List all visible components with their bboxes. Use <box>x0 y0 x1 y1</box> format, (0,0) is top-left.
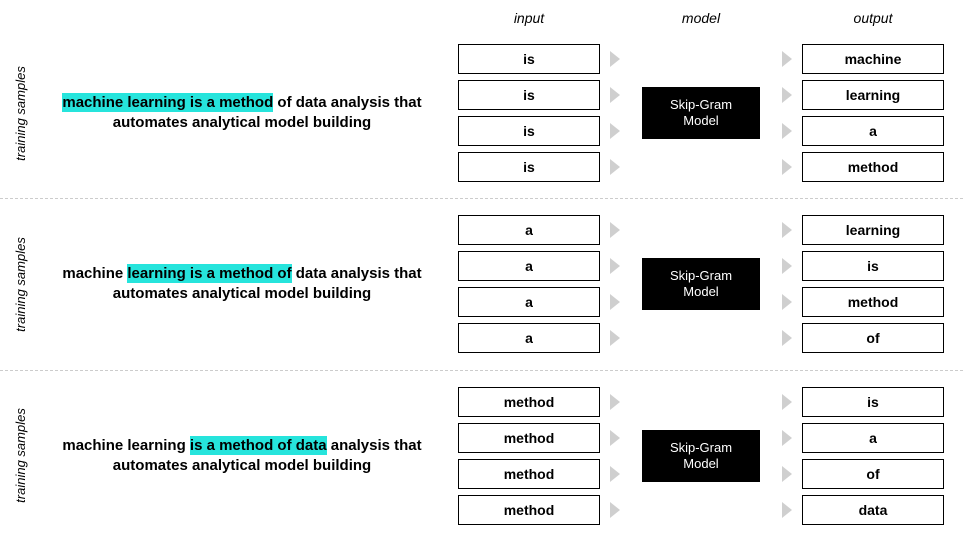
arrow-right-icon <box>780 423 794 453</box>
arrow-column <box>600 215 630 353</box>
arrow-right-icon <box>780 251 794 281</box>
input-word-box: method <box>458 423 600 453</box>
output-word-box: machine <box>802 44 944 74</box>
output-word-box: is <box>802 251 944 281</box>
training-sentence: machine learning is a method of data ana… <box>40 436 458 477</box>
arrow-right-icon <box>780 215 794 245</box>
model-box: Skip-GramModel <box>642 430 760 482</box>
model-box: Skip-GramModel <box>642 258 760 310</box>
arrow-column <box>772 44 802 182</box>
header-model: model <box>630 10 772 26</box>
arrow-right-icon <box>780 44 794 74</box>
output-word-box: data <box>802 495 944 525</box>
arrow-right-icon <box>780 80 794 110</box>
training-sentence: machine learning is a method of data ana… <box>40 93 458 134</box>
input-word-box: is <box>458 116 600 146</box>
training-section: training samplesmachine learning is a me… <box>0 371 963 541</box>
arrow-right-icon <box>780 495 794 525</box>
arrow-right-icon <box>608 215 622 245</box>
output-word-box: of <box>802 459 944 489</box>
input-word-box: method <box>458 459 600 489</box>
arrow-right-icon <box>608 116 622 146</box>
output-word-box: learning <box>802 80 944 110</box>
output-word-box: method <box>802 287 944 317</box>
arrow-right-icon <box>780 387 794 417</box>
output-column: is a of data <box>802 387 944 525</box>
output-word-box: of <box>802 323 944 353</box>
arrow-right-icon <box>608 459 622 489</box>
side-label-text: training samples <box>13 237 28 332</box>
input-word-box: is <box>458 80 600 110</box>
arrow-column <box>772 215 802 353</box>
input-word-box: method <box>458 387 600 417</box>
input-column: aaaa <box>458 215 600 353</box>
output-word-box: a <box>802 116 944 146</box>
column-headers: input model output <box>0 0 963 28</box>
arrow-right-icon <box>608 323 622 353</box>
input-word-box: is <box>458 152 600 182</box>
arrow-right-icon <box>608 152 622 182</box>
model-column: Skip-GramModel <box>630 430 772 482</box>
diagram-container: input model output training samplesmachi… <box>0 0 963 541</box>
input-word-box: a <box>458 287 600 317</box>
input-word-box: a <box>458 215 600 245</box>
header-input: input <box>458 10 600 26</box>
arrow-right-icon <box>608 44 622 74</box>
model-column: Skip-GramModel <box>630 258 772 310</box>
side-label-text: training samples <box>13 408 28 503</box>
input-column: is is is is <box>458 44 600 182</box>
arrow-right-icon <box>780 116 794 146</box>
arrow-column <box>772 387 802 525</box>
output-column: learning is method of <box>802 215 944 353</box>
arrow-right-icon <box>608 495 622 525</box>
header-output: output <box>802 10 944 26</box>
model-column: Skip-GramModel <box>630 87 772 139</box>
arrow-column <box>600 387 630 525</box>
training-sentence: machine learning is a method of data ana… <box>40 264 458 305</box>
output-word-box: learning <box>802 215 944 245</box>
arrow-right-icon <box>608 80 622 110</box>
output-column: machine learning a method <box>802 44 944 182</box>
sentence-text: machine <box>62 265 127 282</box>
arrow-column <box>600 44 630 182</box>
arrow-right-icon <box>780 287 794 317</box>
highlighted-window: machine learning is a method <box>62 93 273 112</box>
output-word-box: method <box>802 152 944 182</box>
input-word-box: a <box>458 323 600 353</box>
side-label: training samples <box>0 106 40 121</box>
arrow-right-icon <box>780 323 794 353</box>
input-word-box: is <box>458 44 600 74</box>
highlighted-window: learning is a method of <box>127 264 291 283</box>
highlighted-window: is a method of data <box>190 436 327 455</box>
input-word-box: method <box>458 495 600 525</box>
arrow-right-icon <box>608 423 622 453</box>
arrow-right-icon <box>608 387 622 417</box>
arrow-right-icon <box>780 152 794 182</box>
arrow-right-icon <box>608 251 622 281</box>
arrow-right-icon <box>780 459 794 489</box>
input-word-box: a <box>458 251 600 281</box>
output-word-box: is <box>802 387 944 417</box>
side-label: training samples <box>0 277 40 292</box>
output-word-box: a <box>802 423 944 453</box>
model-box: Skip-GramModel <box>642 87 760 139</box>
sentence-text: machine learning <box>62 437 190 454</box>
side-label-text: training samples <box>13 66 28 161</box>
side-label: training samples <box>0 448 40 463</box>
arrow-right-icon <box>608 287 622 317</box>
input-column: method method method method <box>458 387 600 525</box>
training-section: training samplesmachine learning is a me… <box>0 28 963 198</box>
training-section: training samplesmachine learning is a me… <box>0 199 963 369</box>
